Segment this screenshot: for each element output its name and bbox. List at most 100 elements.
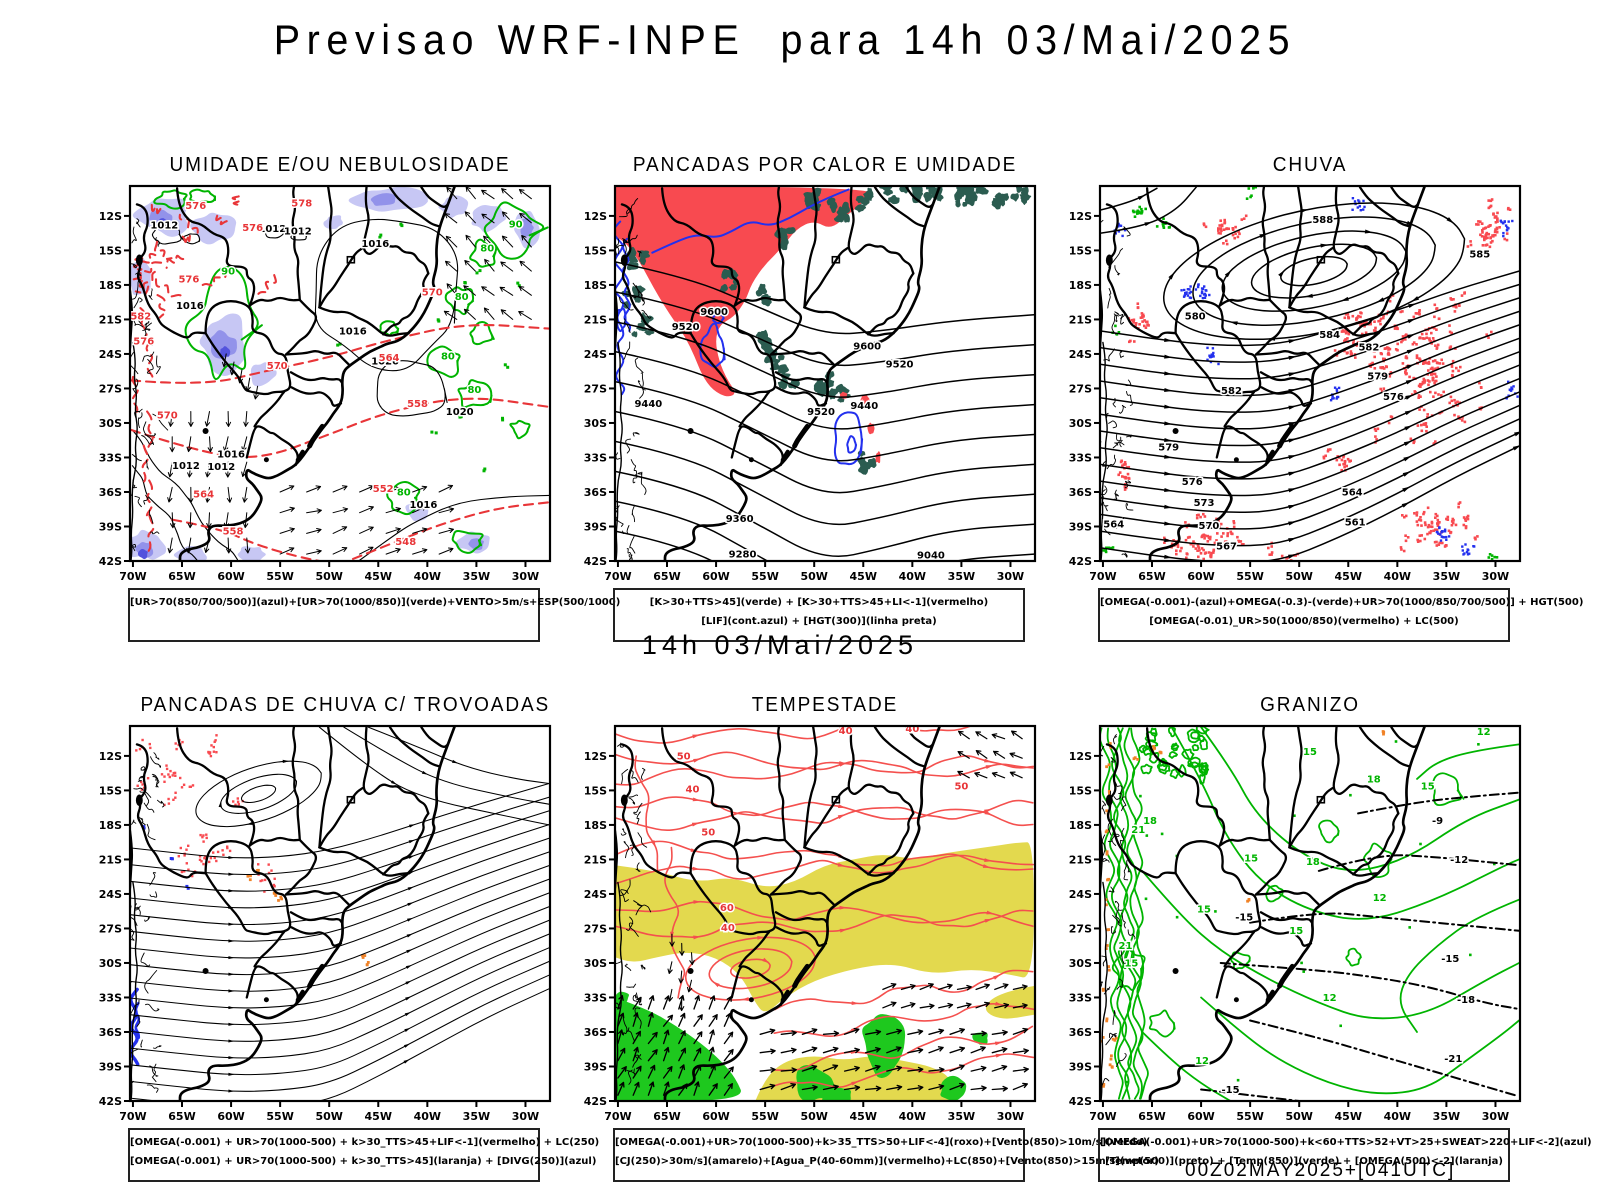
svg-text:21S: 21S <box>1069 313 1092 326</box>
svg-text:55W: 55W <box>266 570 293 583</box>
svg-text:564: 564 <box>379 353 400 364</box>
svg-text:9280: 9280 <box>729 550 757 561</box>
svg-text:9520: 9520 <box>886 360 914 371</box>
svg-text:45W: 45W <box>850 570 877 583</box>
svg-text:-12: -12 <box>1450 855 1468 866</box>
panel-title-umidade: UMIDADE E/OU NEBULOSIDADE <box>169 154 511 176</box>
svg-text:27S: 27S <box>584 922 607 935</box>
svg-text:582: 582 <box>130 311 151 322</box>
svg-text:40: 40 <box>905 724 919 735</box>
svg-text:39S: 39S <box>1069 520 1092 533</box>
svg-text:582: 582 <box>1358 342 1379 353</box>
svg-text:65W: 65W <box>168 1110 195 1123</box>
svg-text:30S: 30S <box>99 957 122 970</box>
svg-text:30W: 30W <box>997 1110 1024 1123</box>
svg-text:18S: 18S <box>584 279 607 292</box>
map-chuva: 585 588 580 584 582 582 579 579 576 576 573 570 567 5… <box>1069 184 1522 583</box>
svg-text:55W: 55W <box>751 1110 778 1123</box>
svg-text:1012: 1012 <box>284 226 312 237</box>
svg-text:42S: 42S <box>584 1095 607 1108</box>
svg-text:33S: 33S <box>584 451 607 464</box>
svg-text:1016: 1016 <box>339 326 367 337</box>
svg-text:36S: 36S <box>1069 486 1092 499</box>
svg-text:564: 564 <box>1103 520 1124 531</box>
svg-text:576: 576 <box>133 337 154 348</box>
svg-text:39S: 39S <box>584 1060 607 1073</box>
svg-text:33S: 33S <box>99 451 122 464</box>
svg-text:18S: 18S <box>1069 279 1092 292</box>
svg-text:50W: 50W <box>315 1110 342 1123</box>
model-run-label: 00Z02MAY2025+[041UTC] <box>1185 1160 1456 1181</box>
svg-text:45W: 45W <box>365 570 392 583</box>
svg-text:30S: 30S <box>584 957 607 970</box>
svg-text:60W: 60W <box>702 1110 729 1123</box>
svg-text:567: 567 <box>1216 541 1237 552</box>
map-trovoadas: 12S 15S 18S 21S 24S 27S 30S 33S 36S 39S 42S 70W 65W 6… <box>99 724 552 1123</box>
svg-text:35W: 35W <box>463 1110 490 1123</box>
panel-chuva: CHUVA 585 588 580 584 582 582 579 579 576 576 573 5… <box>1058 154 1583 642</box>
panel-title-tempestade: TEMPESTADE <box>751 694 899 716</box>
svg-text:21S: 21S <box>584 853 607 866</box>
svg-text:15S: 15S <box>1069 784 1092 797</box>
svg-text:70W: 70W <box>119 1110 146 1123</box>
svg-text:24S: 24S <box>99 888 122 901</box>
svg-text:35W: 35W <box>1433 1110 1460 1123</box>
svg-text:582: 582 <box>1221 386 1242 397</box>
svg-text:-15: -15 <box>1221 1085 1239 1096</box>
svg-text:40W: 40W <box>414 1110 441 1123</box>
svg-text:9520: 9520 <box>807 407 835 418</box>
svg-text:12: 12 <box>1323 993 1337 1004</box>
svg-text:570: 570 <box>267 361 288 372</box>
map-umidade: 1012 101210121016101610161020102010161012… <box>99 184 552 583</box>
svg-text:21S: 21S <box>99 313 122 326</box>
svg-text:40: 40 <box>839 726 853 737</box>
svg-text:40W: 40W <box>899 1110 926 1123</box>
svg-text:50W: 50W <box>315 570 342 583</box>
svg-text:60W: 60W <box>1187 1110 1214 1123</box>
svg-text:12S: 12S <box>99 750 122 763</box>
svg-text:50W: 50W <box>1285 570 1312 583</box>
svg-text:39S: 39S <box>1069 1060 1092 1073</box>
svg-text:55W: 55W <box>1236 570 1263 583</box>
svg-text:35W: 35W <box>1433 570 1460 583</box>
svg-text:60W: 60W <box>1187 570 1214 583</box>
svg-text:15: 15 <box>1421 781 1435 792</box>
panel-granizo: GRANIZO 15 18 15 18 21 15 18 12 15 21 15 15 12 12 12 -9… <box>1058 694 1592 1182</box>
svg-text:9440: 9440 <box>634 399 662 410</box>
panel-title-chuva: CHUVA <box>1272 154 1348 176</box>
legend-line: [OMEGA(-0.001) + UR>70(1000-500) + k>30_… <box>130 1155 597 1167</box>
svg-text:36S: 36S <box>1069 1026 1092 1039</box>
svg-text:15: 15 <box>1289 926 1303 937</box>
svg-text:21: 21 <box>1131 825 1145 836</box>
svg-text:33S: 33S <box>1069 991 1092 1004</box>
svg-text:579: 579 <box>1367 371 1388 382</box>
svg-text:30S: 30S <box>1069 417 1092 430</box>
svg-text:30S: 30S <box>99 417 122 430</box>
svg-text:40: 40 <box>721 923 735 934</box>
svg-text:576: 576 <box>242 223 263 234</box>
svg-text:12: 12 <box>1477 727 1491 738</box>
svg-text:90: 90 <box>509 219 523 230</box>
legend-line: [OMEGA(-0.01)_UR>50(1000/850)(vermelho) … <box>1149 615 1459 627</box>
map-tempestade: 40 50 40 50 60 40 40 50 12S 15S 18S 21S 24S 27S 30S 33S… <box>584 724 1037 1123</box>
svg-text:33S: 33S <box>584 991 607 1004</box>
svg-text:50W: 50W <box>800 1110 827 1123</box>
svg-text:564: 564 <box>1342 487 1363 498</box>
svg-text:9360: 9360 <box>726 514 754 525</box>
svg-text:65W: 65W <box>653 570 680 583</box>
svg-text:570: 570 <box>157 410 178 421</box>
legend-line: [CJ(250)>30m/s](amarelo)+[Agua_P(40-60mm… <box>615 1155 1159 1167</box>
svg-text:65W: 65W <box>1138 570 1165 583</box>
svg-text:30S: 30S <box>1069 957 1092 970</box>
svg-text:21: 21 <box>1119 941 1133 952</box>
svg-text:70W: 70W <box>1089 570 1116 583</box>
svg-text:50W: 50W <box>1285 1110 1312 1123</box>
svg-text:30W: 30W <box>1482 1110 1509 1123</box>
svg-text:55W: 55W <box>751 570 778 583</box>
svg-text:27S: 27S <box>1069 382 1092 395</box>
legend-line: [Temp(500)](preto) + [Temp(850)](verde) … <box>1105 1155 1503 1167</box>
svg-text:21S: 21S <box>584 313 607 326</box>
svg-text:36S: 36S <box>99 486 122 499</box>
svg-text:584: 584 <box>1319 330 1340 341</box>
